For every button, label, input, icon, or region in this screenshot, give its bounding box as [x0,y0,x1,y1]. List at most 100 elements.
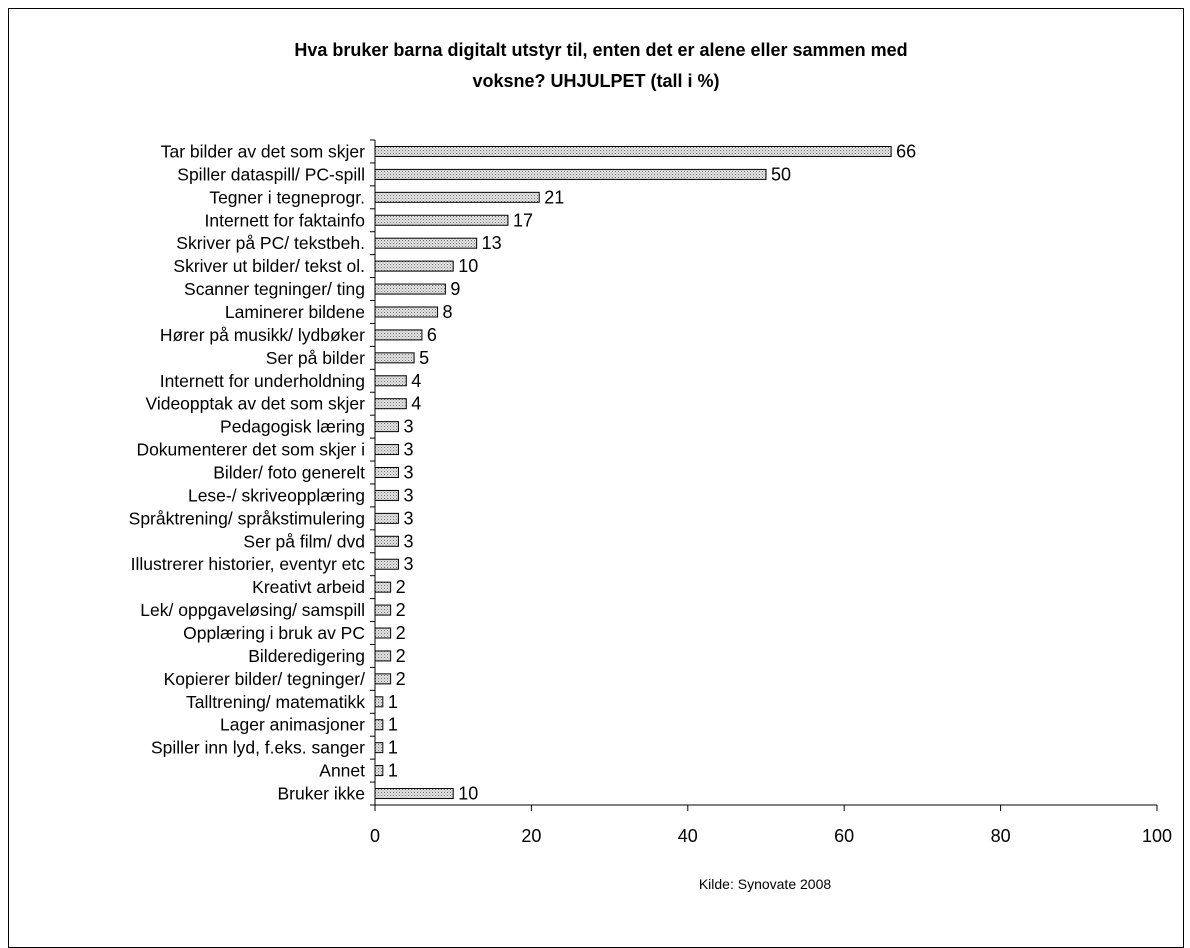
bar [374,719,384,731]
bar [374,168,767,180]
value-label: 4 [411,394,421,414]
bar [374,421,399,433]
bar [374,467,399,478]
bar [374,145,892,157]
bar [374,558,399,570]
value-label: 13 [482,233,502,253]
chart-title-line-2: voksne? UHJULPET (tall i %) [472,71,719,91]
value-label: 2 [396,669,406,689]
value-label: 1 [388,715,398,735]
x-tick-label: 20 [521,826,541,846]
value-label: 3 [403,554,413,574]
bar [374,214,509,226]
category-label: Bilder/ foto generelt [213,463,365,483]
category-label: Spiller dataspill/ PC-spill [177,164,365,184]
value-label: 3 [403,417,413,437]
source-note: Kilde: Synovate 2008 [699,876,832,892]
value-label: 2 [396,600,406,620]
category-label: Kreativt arbeid [252,577,365,597]
bar [374,283,446,295]
category-label: Kopierer bilder/ tegninger/ [164,669,366,689]
value-label: 1 [388,761,398,781]
category-label: Scanner tegninger/ ting [184,279,365,299]
chart-frame [8,8,1184,948]
value-label: 2 [396,646,406,666]
bar [374,535,399,547]
value-label: 2 [396,577,406,597]
bar [374,512,399,524]
value-label: 3 [403,463,413,483]
axis-layer: 0 20 40 60 80 100 [370,139,1172,846]
category-label: Annet [319,761,365,781]
value-label: 1 [388,692,398,712]
category-label: Opplæring i bruk av PC [183,623,365,643]
category-label: Dokumenterer det som skjer i [136,440,365,460]
category-label: Hører på musikk/ lydbøker [160,325,365,345]
value-label: 1 [388,738,398,758]
x-tick-label: 80 [991,826,1011,846]
category-label: Tar bilder av det som skjer [161,141,365,161]
value-label: 3 [403,531,413,551]
category-label: Ser på film/ dvd [243,531,365,551]
value-label: 3 [403,440,413,460]
bar [374,191,540,203]
bar [374,650,392,662]
value-label: 3 [403,485,413,505]
value-label: 66 [896,141,916,161]
category-label: Tegner i tegneprogr. [209,187,365,207]
value-label: 4 [411,371,421,391]
bar [374,604,392,616]
category-label: Lese-/ skriveopplæring [188,485,365,505]
category-label: Skriver ut bilder/ tekst ol. [173,256,365,276]
category-label: Videopptak av det som skjer [145,394,365,414]
category-label: Spiller inn lyd, f.eks. sanger [151,738,365,758]
bar [374,696,384,708]
bar [374,627,392,639]
category-label: Pedagogisk læring [220,417,365,437]
bar [374,306,439,318]
bar [374,375,407,387]
category-label: Lager animasjoner [220,715,365,735]
value-label: 2 [396,623,406,643]
value-label: 3 [403,508,413,528]
category-label: Språktrening/ språkstimulering [129,508,365,528]
category-label: Illustrerer historier, eventyr etc [131,554,366,574]
bar [374,742,384,754]
bar [374,398,407,410]
category-label: Ser på bilder [266,348,365,368]
category-label: Laminerer bildene [225,302,365,322]
bar-chart: Hva bruker barna digitalt utstyr til, en… [129,40,1172,892]
x-tick-label: 0 [370,826,380,846]
bar [374,329,423,341]
category-label: Skriver på PC/ tekstbeh. [176,233,365,253]
bar [374,352,415,364]
category-label: Bilderedigering [248,646,365,666]
value-label: 5 [419,348,429,368]
category-label: Internett for faktainfo [204,210,365,230]
value-label: 10 [458,784,478,804]
bar [374,765,384,777]
bars-layer: Tar bilder av det som skjer 66 Spiller dat… [129,141,917,803]
category-label: Lek/ oppgaveløsing/ samspill [140,600,365,620]
x-tick-label: 60 [834,826,854,846]
value-label: 17 [513,210,533,230]
bar [374,581,392,593]
bar [374,673,392,685]
x-tick-label: 40 [678,826,698,846]
value-label: 10 [458,256,478,276]
x-tick-label: 100 [1142,826,1172,846]
category-label: Bruker ikke [277,784,365,804]
value-label: 6 [427,325,437,345]
category-label: Talltrening/ matematikk [186,692,365,712]
bar [374,788,454,800]
bar [374,489,399,501]
value-label: 9 [450,279,460,299]
bar [374,444,399,456]
category-label: Internett for underholdning [160,371,365,391]
chart-title-line-1: Hva bruker barna digitalt utstyr til, en… [294,40,907,60]
value-label: 21 [544,187,564,207]
bar [374,260,454,272]
value-label: 50 [771,164,791,184]
bar [374,237,478,249]
value-label: 8 [443,302,453,322]
